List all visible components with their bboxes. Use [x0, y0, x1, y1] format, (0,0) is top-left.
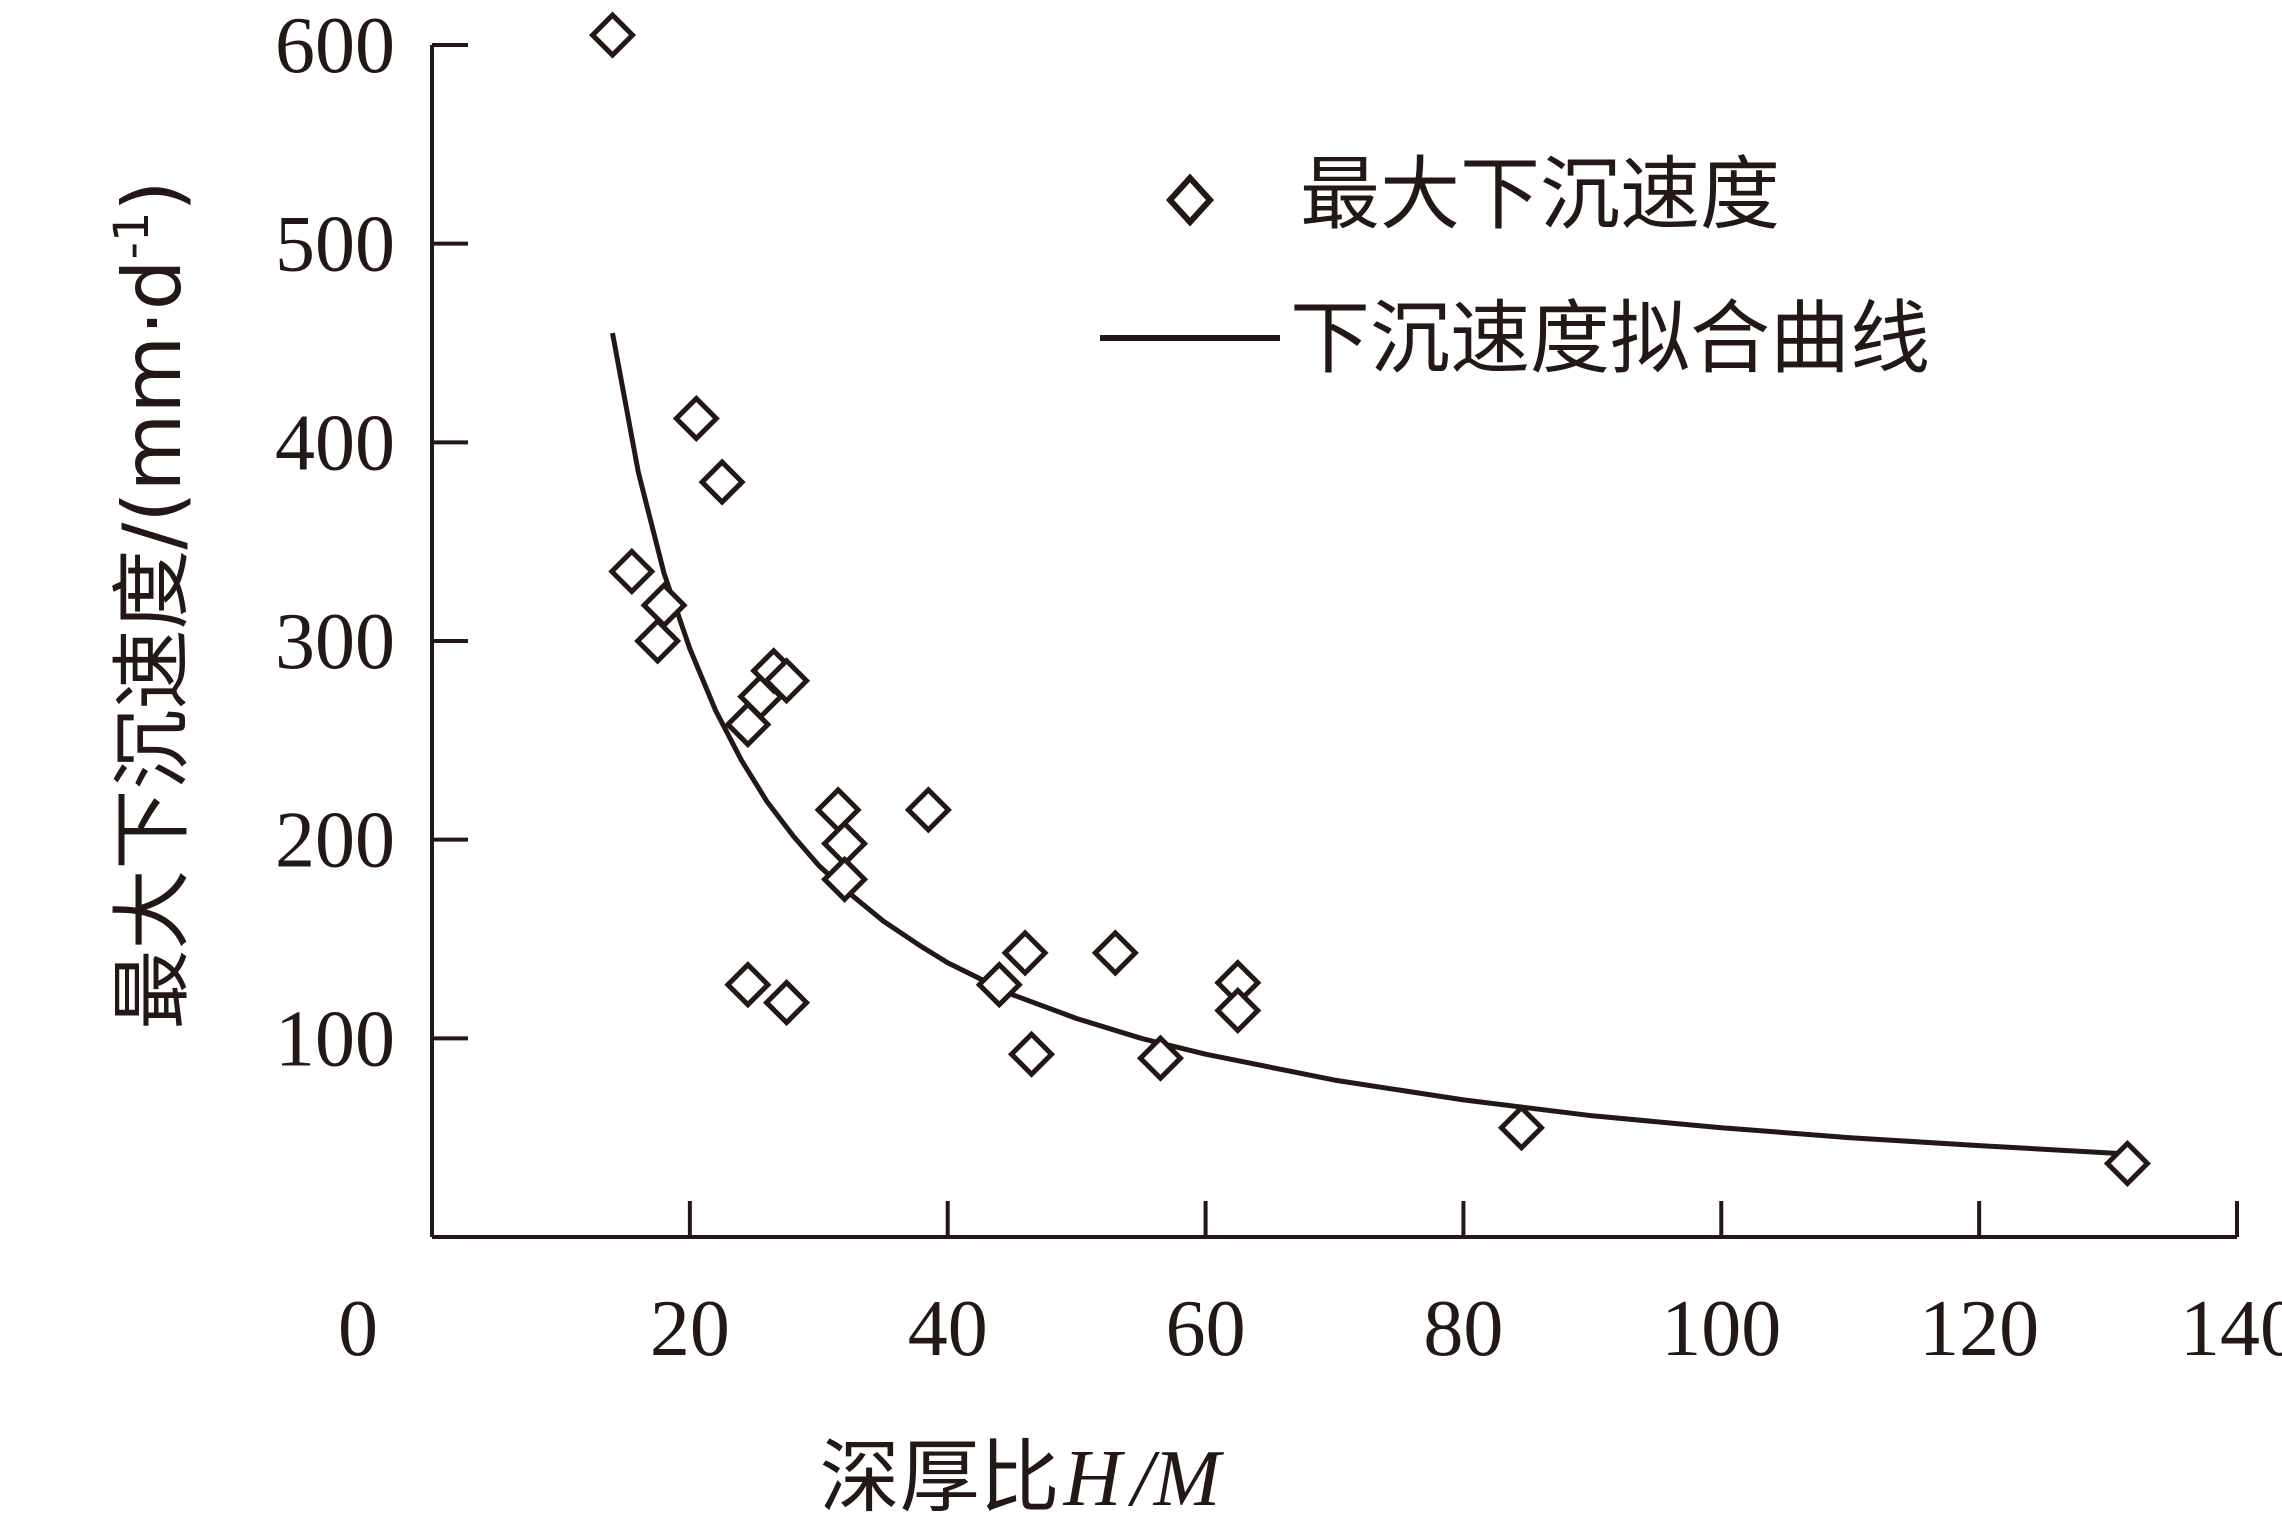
x-tick-label-140: 140 — [2180, 1285, 2282, 1373]
x-axis-title: 深厚比H/M — [820, 1431, 1225, 1524]
data-point-18 — [1007, 1030, 1056, 1078]
data-point-0 — [588, 11, 637, 59]
fit-curve-layer — [610, 332, 2122, 1157]
data-point-22 — [1214, 986, 1262, 1035]
data-point-24 — [2103, 1139, 2151, 1188]
data-point-12 — [814, 786, 862, 834]
x-tick-label-60: 60 — [1166, 1285, 1246, 1373]
data-point-4 — [672, 394, 720, 443]
data-point-5 — [698, 458, 746, 506]
data-point-17 — [1001, 929, 1049, 977]
x-tick-label-100: 100 — [1661, 1285, 1781, 1373]
x-axis-title-var-m: M — [1153, 1435, 1225, 1523]
legend-scatter-label: 最大下沉速度 — [1300, 148, 1780, 241]
data-point-3 — [634, 617, 682, 665]
data-points-layer — [588, 11, 2151, 1188]
y-tick-label-400: 400 — [275, 399, 395, 487]
data-point-23 — [1497, 1104, 1545, 1152]
x-tick-label-120: 120 — [1919, 1285, 2039, 1373]
y-tick-label-100: 100 — [275, 995, 395, 1083]
x-tick-label-80: 80 — [1423, 1285, 1503, 1373]
fit-curve-line — [610, 332, 2122, 1157]
data-point-1 — [608, 547, 656, 596]
x-tick-label-20: 20 — [650, 1285, 730, 1373]
data-point-19 — [1091, 929, 1139, 977]
y-axis-title-close: ) — [106, 180, 199, 211]
data-point-11 — [763, 979, 811, 1027]
x-axis-title-text: 深厚比 — [820, 1431, 1060, 1524]
y-tick-label-200: 200 — [275, 797, 395, 885]
legend-curve-label: 下沉速度拟合曲线 — [1290, 292, 1930, 385]
x-axis-title-var-h: H — [1063, 1435, 1126, 1523]
axes: 20 40 60 80 100 120 140 0 100 200 300 400 500 600 — [275, 2, 2282, 1373]
x-tick-label-40: 40 — [908, 1285, 988, 1373]
origin-label: 0 — [338, 1285, 378, 1373]
data-point-9 — [763, 657, 811, 705]
y-axis-title: 最大下沉速度/(mm·d-1) — [104, 180, 199, 1029]
y-tick-label-500: 500 — [275, 201, 395, 289]
data-point-20 — [1136, 1034, 1184, 1082]
y-axis-title-text: 最大下沉速度/(mm·d — [106, 259, 199, 1029]
data-point-15 — [904, 786, 952, 834]
legend-diamond-marker — [1165, 173, 1215, 227]
y-axis-title-exponent: -1 — [104, 212, 160, 260]
data-point-10 — [724, 961, 772, 1009]
y-tick-label-600: 600 — [275, 2, 395, 90]
y-tick-label-300: 300 — [275, 598, 395, 686]
legend: 最大下沉速度 下沉速度拟合曲线 — [1100, 148, 1930, 385]
data-point-14 — [821, 855, 869, 903]
data-point-16 — [975, 961, 1023, 1009]
